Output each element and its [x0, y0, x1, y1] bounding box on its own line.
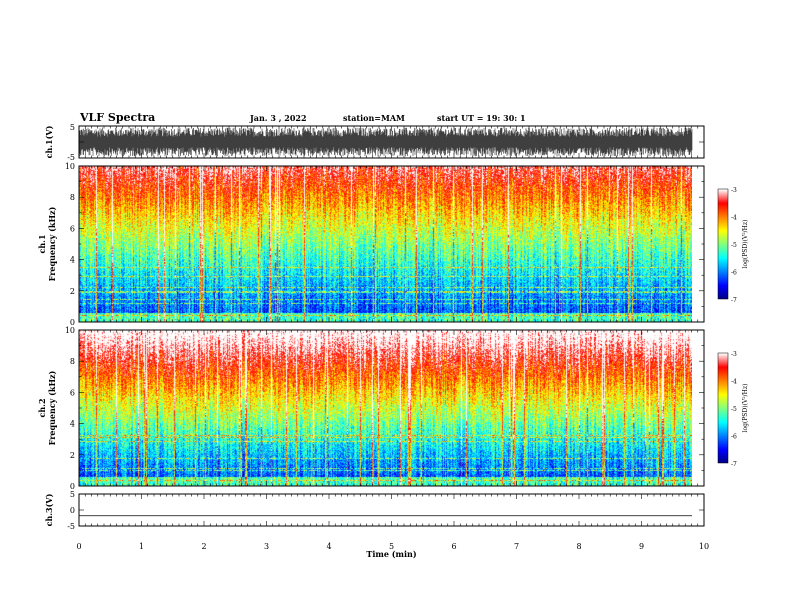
ch2-colorbar-tick: -4: [731, 379, 737, 386]
ch2-colorbar-tick: -5: [731, 406, 737, 413]
ch1-ytick-label: 10: [65, 162, 75, 171]
ch1-ylabel: ch.1: [37, 234, 47, 253]
ch2-ytick-label: 0: [70, 482, 75, 491]
x-tick-label: 4: [326, 542, 331, 551]
ch1-ytick-label: 4: [70, 256, 75, 265]
ch3-ytick-label: 0: [70, 506, 75, 515]
ch1-spectrogram-image: [79, 166, 692, 322]
ch2-colorbar-tick: -7: [731, 461, 737, 468]
x-tick-label: 10: [699, 542, 709, 551]
ch3-ytick-label: 5: [70, 490, 75, 499]
ch2-colorbar-label: log(PSD)(V²/Hz): [742, 384, 749, 433]
x-tick-label: 1: [139, 542, 144, 551]
ch2-colorbar-tick: -3: [731, 351, 737, 358]
station-label: station=MAM: [343, 113, 405, 123]
x-tick-label: 7: [514, 542, 519, 551]
ch1-ytick-label: 6: [70, 224, 75, 233]
ch2-ytick-label: 10: [65, 326, 75, 335]
x-tick-label: 9: [639, 542, 644, 551]
ch1-colorbar-tick: -5: [731, 242, 737, 249]
x-tick-label: 6: [451, 542, 456, 551]
ch1-colorbar-tick: -4: [731, 215, 737, 222]
ch1-waveform-trace: [78, 127, 693, 157]
ch2-colorbar: [718, 353, 728, 463]
ch2-colorbar-frame: [717, 352, 729, 464]
ch2-spectrogram-image: [79, 330, 692, 486]
ch1-colorbar-label: log(PSD)(V²/Hz): [742, 220, 749, 269]
ch1-ytick-label: -5: [67, 153, 75, 162]
ch1-colorbar-tick: -3: [731, 187, 737, 194]
ch1-colorbar: [718, 189, 728, 299]
ch1-ytick-label: 2: [70, 287, 75, 296]
ch2-frequency-label: Frequency (kHz): [47, 370, 57, 445]
ch3-ytick-label: -5: [67, 522, 75, 531]
ch2-ytick-label: 8: [70, 357, 75, 366]
ch2-colorbar-tick: -6: [731, 434, 737, 441]
x-tick-label: 3: [264, 542, 269, 551]
figure-title: VLF Spectra: [80, 111, 156, 124]
x-tick-label: 5: [389, 542, 394, 551]
x-tick-label: 2: [201, 542, 206, 551]
ch1-ytick-label: 8: [70, 193, 75, 202]
x-tick-label: 8: [576, 542, 581, 551]
ch1-colorbar-tick: -7: [731, 297, 737, 304]
ch1-colorbar-frame: [717, 188, 729, 300]
ch2-ytick-label: 6: [70, 388, 75, 397]
ch2-ytick-label: 2: [70, 451, 75, 460]
x-axis-label: Time (min): [366, 549, 416, 559]
ch1-ylabel: ch.1(V): [44, 125, 54, 158]
ch3-ylabel: ch.3(V): [44, 493, 54, 526]
x-tick-label: 0: [76, 542, 81, 551]
ch1-ytick-label: 0: [70, 318, 75, 327]
ch2-ytick-label: 4: [70, 420, 75, 429]
ch1-colorbar-tick: -6: [731, 270, 737, 277]
ch2-ylabel: ch.2: [37, 398, 47, 417]
date-label: Jan. 3 , 2022: [250, 113, 307, 123]
start-time-label: start UT = 19: 30: 1: [437, 113, 526, 123]
ch1-ytick-label: 5: [70, 123, 75, 132]
ch1-frequency-label: Frequency (kHz): [47, 206, 57, 281]
